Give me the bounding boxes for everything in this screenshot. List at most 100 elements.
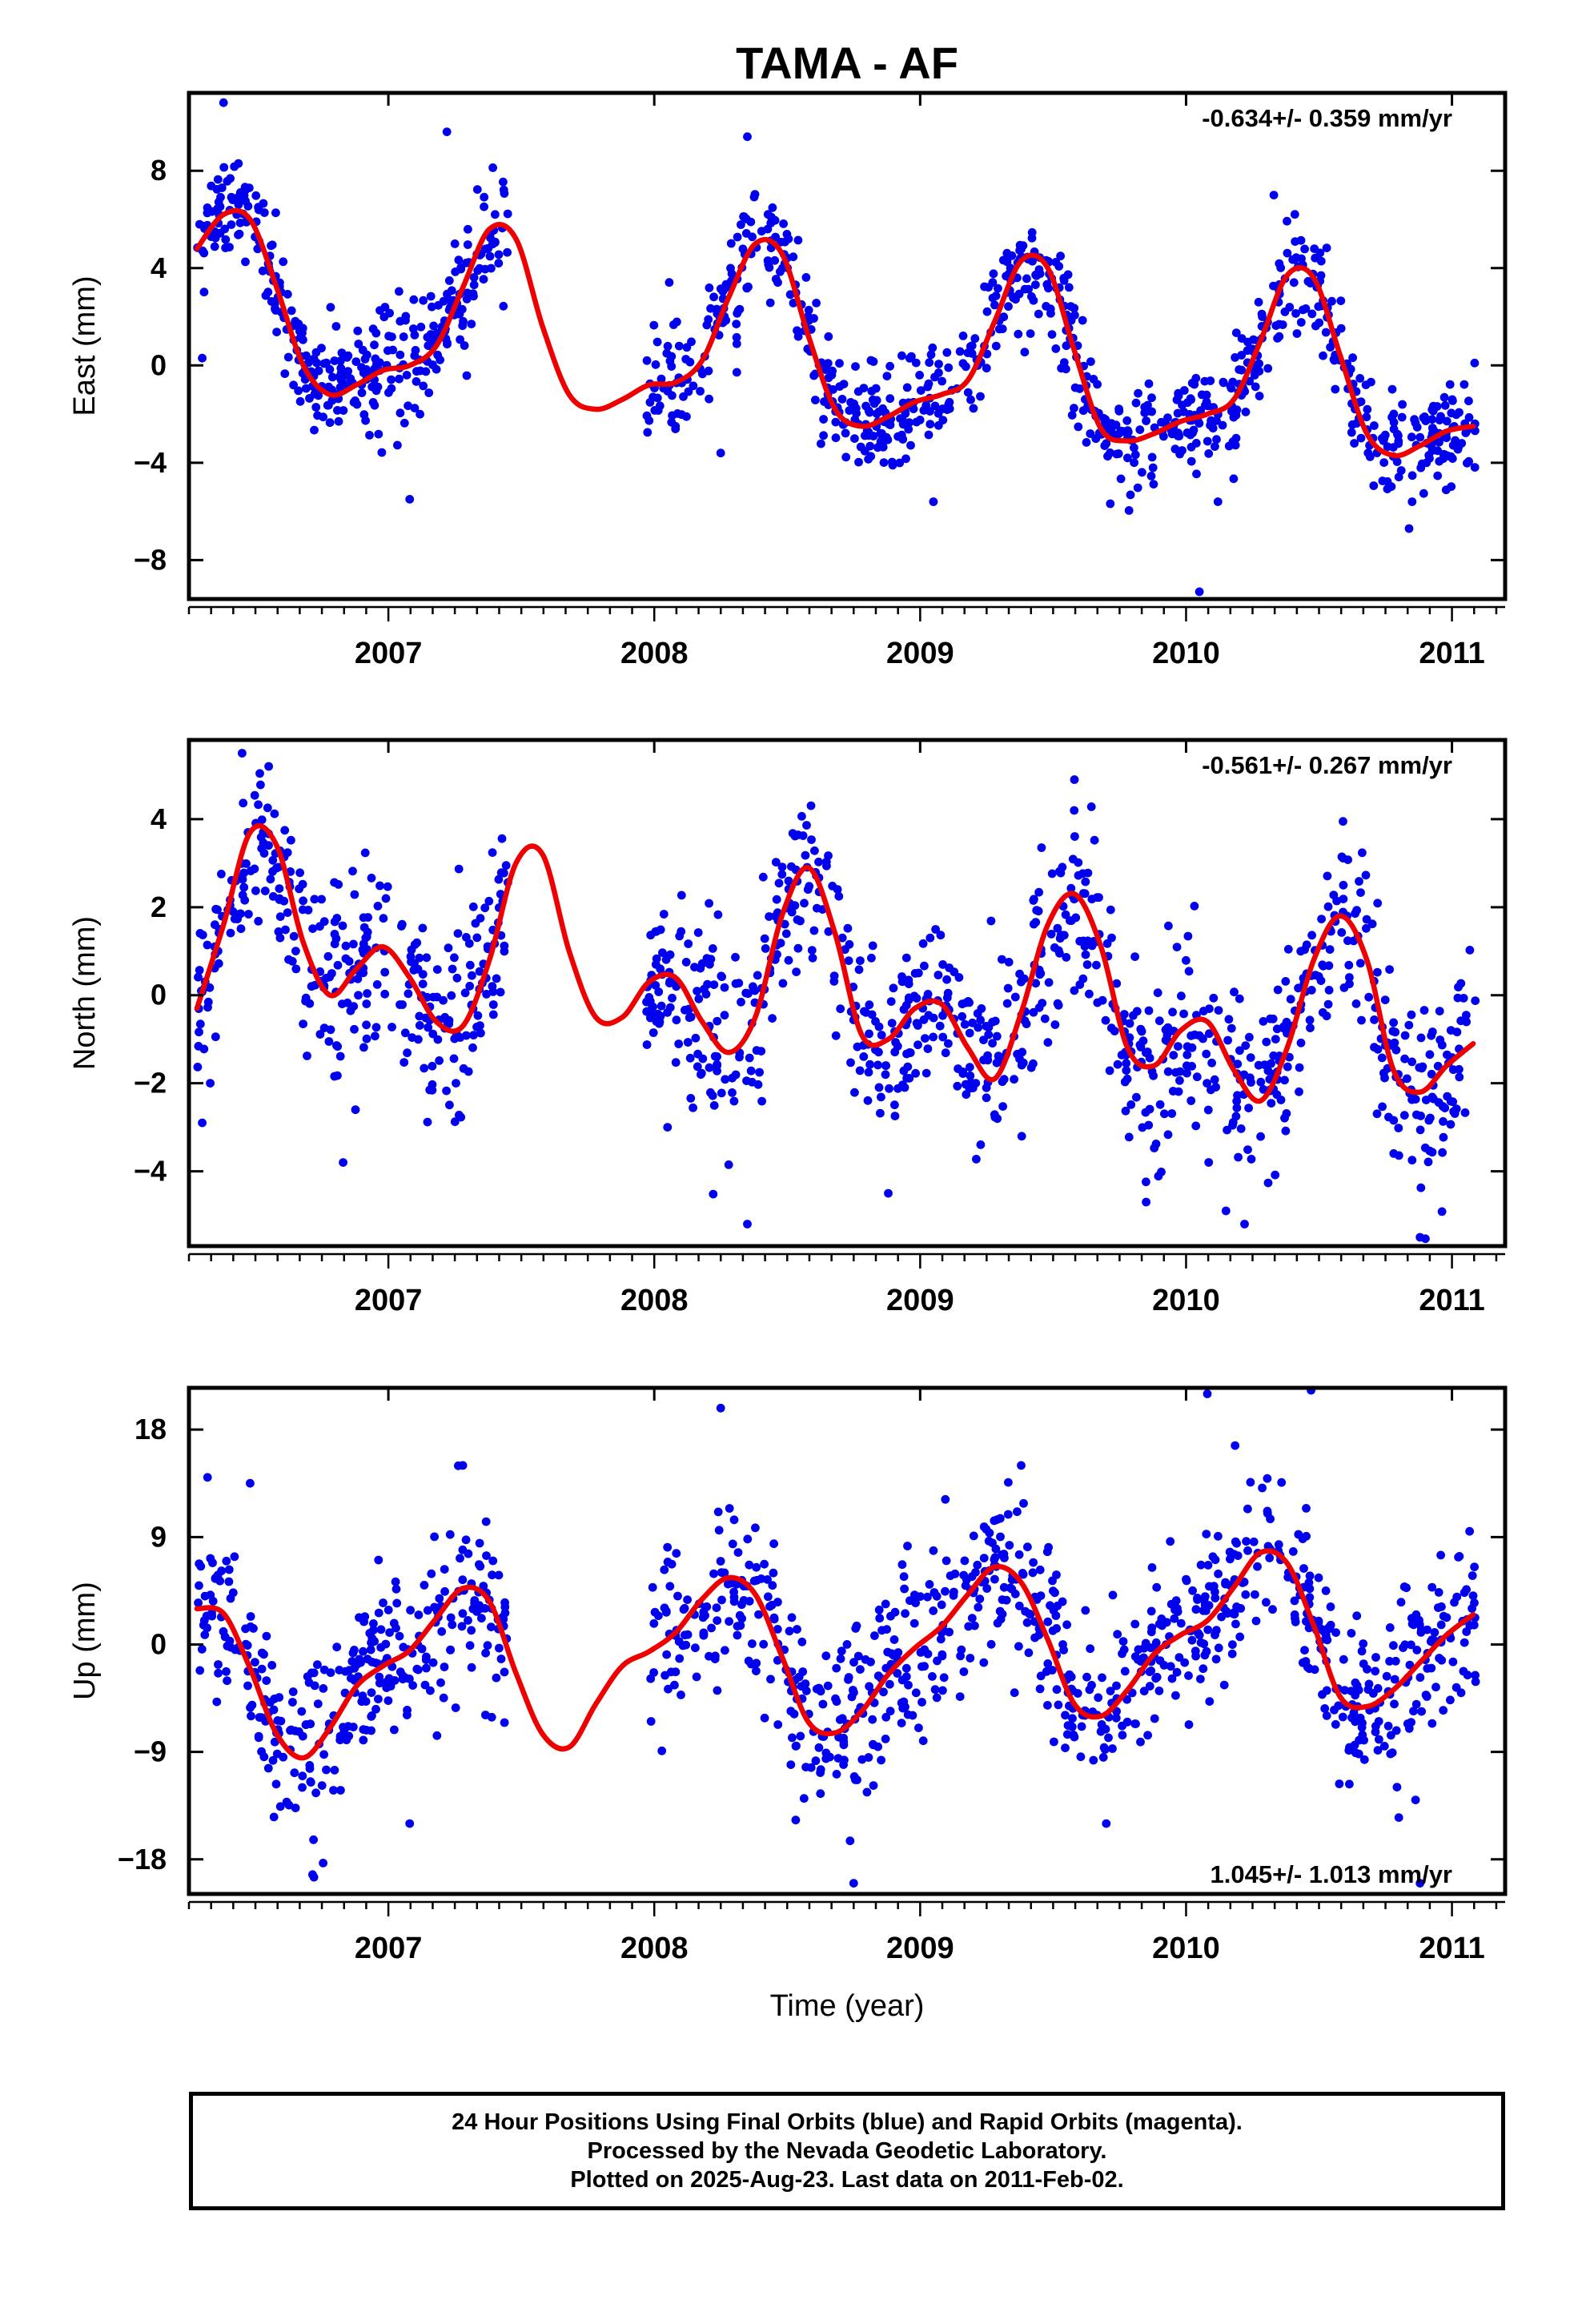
scatter-points-east (193, 98, 1480, 597)
data-point (925, 358, 934, 368)
data-point (1137, 1027, 1146, 1036)
data-point (1448, 1065, 1458, 1075)
data-point (1279, 1022, 1288, 1031)
data-point (234, 230, 243, 239)
data-point (1355, 877, 1363, 886)
data-point (661, 955, 671, 964)
data-point (494, 1570, 504, 1580)
data-point (777, 862, 787, 871)
data-point (422, 1663, 431, 1673)
data-point (1263, 1509, 1272, 1518)
data-point (1116, 426, 1126, 436)
data-point (1087, 895, 1097, 904)
data-point (1118, 1721, 1126, 1731)
data-point (985, 1528, 994, 1538)
data-point (816, 1789, 825, 1799)
data-point (1275, 259, 1284, 268)
data-point (420, 1680, 430, 1690)
data-point (1002, 999, 1012, 1008)
data-point (214, 1660, 223, 1669)
data-point (1182, 428, 1192, 437)
data-point (239, 798, 248, 808)
data-point (1411, 1795, 1420, 1805)
data-point (254, 1733, 263, 1743)
data-point (1461, 428, 1471, 437)
data-point (793, 915, 802, 924)
data-point (462, 933, 471, 942)
data-point (270, 1737, 279, 1747)
data-point (1075, 980, 1085, 989)
data-point (1188, 1586, 1197, 1595)
data-point (1004, 958, 1014, 967)
data-point (499, 185, 508, 195)
data-point (1203, 436, 1212, 446)
data-point (720, 983, 729, 992)
data-point (853, 1651, 863, 1661)
data-point (1081, 950, 1090, 959)
data-point (708, 1091, 717, 1100)
data-point (371, 1023, 381, 1032)
data-point (267, 297, 276, 306)
data-point (375, 1679, 384, 1688)
x-tick-label: 2008 (620, 637, 689, 670)
model-curve-up (194, 1548, 1476, 1761)
data-point (1211, 1555, 1220, 1565)
data-point (1151, 1638, 1161, 1647)
data-point (315, 1030, 325, 1039)
data-point (1124, 506, 1134, 515)
data-point (840, 1755, 849, 1765)
data-point (1314, 1573, 1323, 1582)
data-point (1292, 329, 1302, 338)
data-point (497, 834, 507, 843)
data-point (336, 1786, 345, 1795)
data-point (242, 859, 251, 868)
data-point (195, 1019, 205, 1029)
data-point (1257, 309, 1267, 319)
data-point (1470, 358, 1480, 368)
data-point (203, 1003, 212, 1012)
data-point (1438, 1148, 1447, 1157)
data-point (395, 1631, 404, 1641)
data-point (287, 835, 295, 845)
data-point (1182, 1050, 1192, 1059)
data-point (1087, 1680, 1096, 1690)
data-point (1013, 1507, 1022, 1517)
data-point (1199, 1034, 1207, 1043)
data-point (899, 1005, 909, 1014)
data-point (1147, 393, 1156, 403)
data-point (831, 433, 841, 443)
data-point (275, 895, 284, 904)
data-point (872, 396, 881, 405)
data-point (1439, 1132, 1448, 1142)
data-point (1154, 1619, 1164, 1629)
data-point (295, 396, 305, 406)
data-point (1357, 1723, 1367, 1732)
data-point (1439, 1706, 1448, 1715)
data-point (1318, 1690, 1327, 1699)
data-point (789, 252, 798, 262)
data-point (1416, 1183, 1426, 1192)
data-point (354, 991, 363, 1000)
data-point (889, 1635, 899, 1644)
data-point (776, 267, 785, 276)
data-point (349, 397, 359, 407)
data-point (693, 987, 701, 995)
data-point (642, 356, 652, 365)
data-point (1363, 404, 1372, 414)
data-point (768, 1581, 777, 1590)
data-point (1150, 1144, 1159, 1152)
data-point (843, 923, 853, 933)
data-point (1179, 1009, 1188, 1019)
data-point (1468, 1604, 1476, 1613)
data-point (1224, 1015, 1234, 1024)
data-point (689, 381, 698, 391)
data-point (1175, 1076, 1184, 1085)
data-point (419, 296, 428, 305)
data-point (195, 1027, 203, 1037)
data-point (800, 899, 809, 908)
data-point (1302, 1504, 1311, 1513)
data-point (1164, 921, 1173, 931)
data-point (1174, 432, 1184, 440)
data-point (1002, 1595, 1011, 1605)
data-point (998, 1102, 1007, 1111)
